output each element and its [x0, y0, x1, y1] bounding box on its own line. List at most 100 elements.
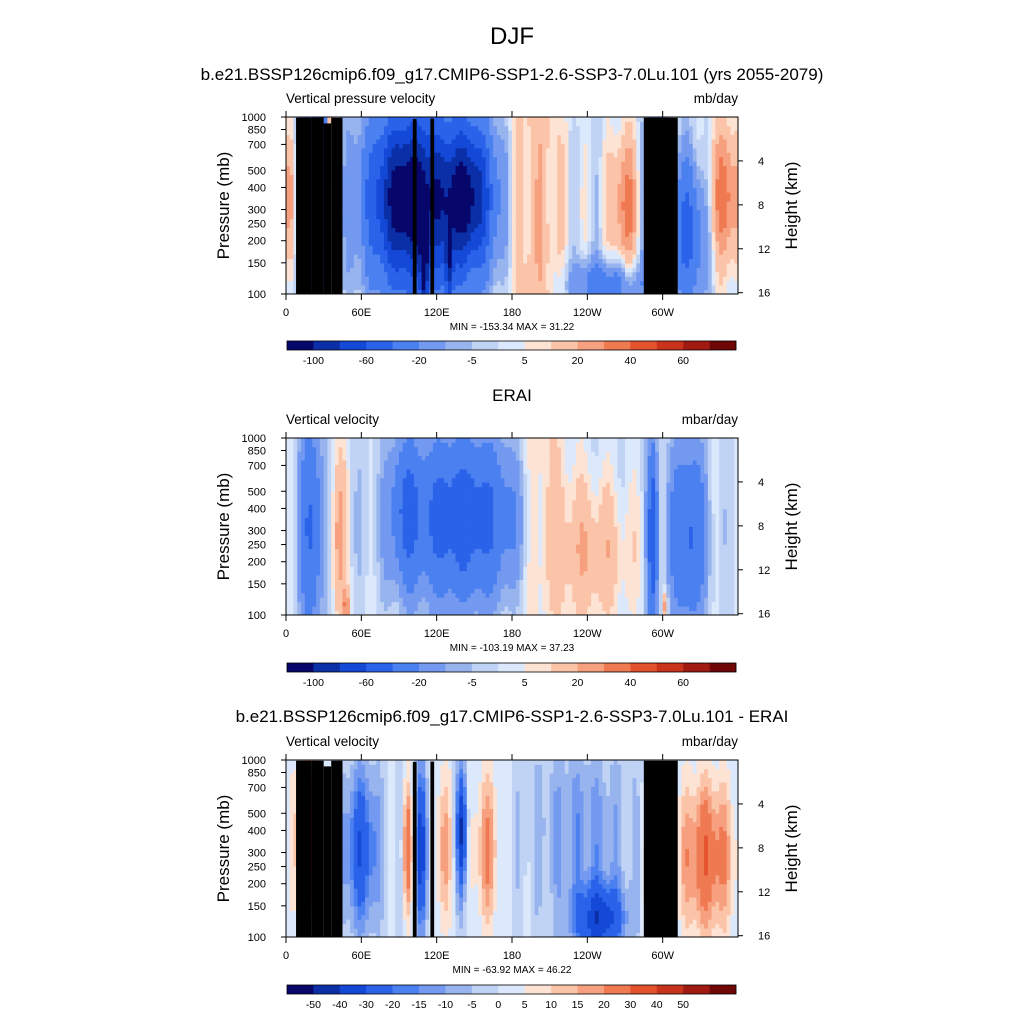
heatmap-cell — [368, 117, 374, 122]
heatmap-cell — [572, 147, 577, 153]
heatmap-cell — [730, 170, 735, 175]
heatmap-cell — [406, 227, 411, 233]
heatmap-cell — [681, 276, 686, 282]
heatmap-cell — [289, 486, 294, 492]
heatmap-cell — [689, 130, 694, 136]
heatmap-cell — [365, 227, 370, 233]
heatmap-cell — [579, 205, 584, 211]
heatmap-cell — [734, 117, 739, 122]
heatmap-cell — [380, 174, 385, 180]
heatmap-cell — [286, 156, 291, 162]
heatmap-cell — [289, 592, 294, 598]
heatmap-cell — [583, 196, 588, 202]
heatmap-cell — [527, 117, 532, 122]
heatmap-cell — [538, 125, 543, 131]
heatmap-cell — [376, 178, 381, 184]
heatmap-cell — [286, 183, 291, 189]
heatmap-cell — [387, 276, 392, 282]
heatmap-cell — [512, 117, 517, 122]
heatmap-cell — [474, 170, 479, 175]
heatmap-cell — [621, 263, 626, 268]
heatmap-cell — [677, 232, 682, 237]
heatmap-cell — [515, 165, 520, 171]
heatmap-cell — [719, 205, 724, 211]
heatmap-cell — [436, 143, 441, 149]
heatmap-cell — [485, 139, 490, 144]
heatmap-cell — [583, 271, 588, 277]
heatmap-cell — [512, 121, 517, 127]
heatmap-cell — [387, 156, 392, 162]
heatmap-cell — [368, 187, 374, 193]
heatmap-cell — [534, 232, 539, 237]
heatmap-cell — [530, 280, 535, 286]
colorbar-label: 60 — [677, 355, 689, 367]
heatmap-cell — [617, 218, 622, 224]
heatmap-cell — [289, 289, 294, 295]
heatmap-cell — [519, 245, 524, 251]
heatmap-cell — [512, 240, 517, 246]
heatmap-cell — [685, 121, 690, 127]
heatmap-cell — [289, 134, 294, 140]
heatmap-cell — [402, 227, 407, 233]
heatmap-cell — [591, 249, 596, 255]
heatmap-cell — [289, 232, 294, 237]
heatmap-cell — [470, 196, 475, 202]
heatmap-cell — [613, 205, 618, 211]
heatmap-cell — [625, 117, 630, 122]
heatmap-cell — [508, 232, 513, 237]
heatmap-cell — [572, 254, 577, 260]
heatmap-cell — [383, 263, 389, 268]
heatmap-cell — [640, 187, 645, 193]
heatmap-cell — [568, 143, 573, 149]
heatmap-cell — [700, 263, 705, 268]
heatmap-cell — [447, 161, 453, 167]
heatmap-cell — [704, 289, 709, 295]
heatmap-cell — [432, 130, 438, 136]
heatmap-cell — [625, 174, 630, 180]
heatmap-cell — [383, 139, 389, 144]
heatmap-cell — [357, 258, 362, 264]
heatmap-cell — [617, 192, 622, 198]
heatmap-cell — [681, 236, 686, 242]
heatmap-cell — [711, 143, 716, 149]
heatmap-cell — [293, 513, 298, 519]
heatmap-cell — [591, 201, 596, 206]
heatmap-cell — [451, 143, 456, 149]
heatmap-cell — [719, 240, 724, 246]
heatmap-cell — [357, 121, 362, 127]
heatmap-cell — [286, 192, 291, 198]
heatmap-cell — [421, 174, 426, 180]
heatmap-cell — [466, 178, 471, 184]
heatmap-cell — [621, 271, 626, 277]
heatmap-cell — [542, 258, 547, 264]
heatmap-cell — [289, 464, 294, 470]
heatmap-cell — [527, 218, 532, 224]
heatmap-cell — [293, 575, 298, 580]
heatmap-cell — [606, 165, 611, 171]
heatmap-cell — [711, 139, 716, 144]
heatmap-cell — [383, 249, 389, 255]
heatmap-cell — [711, 263, 716, 268]
heatmap-cell — [387, 218, 392, 224]
heatmap-cell — [444, 178, 449, 184]
heatmap-cell — [696, 263, 701, 268]
heatmap-cell — [542, 254, 547, 260]
heatmap-cell — [557, 236, 562, 242]
heatmap-cell — [704, 209, 709, 215]
heatmap-cell — [711, 214, 716, 220]
heatmap-cell — [700, 232, 705, 237]
heatmap-cell — [628, 236, 633, 242]
heatmap-cell — [395, 236, 400, 242]
heatmap-cell — [636, 271, 641, 277]
heatmap-cell — [598, 249, 603, 255]
heatmap-cell — [395, 276, 400, 282]
heatmap-cell — [591, 227, 596, 233]
heatmap-cell — [689, 183, 694, 189]
heatmap-cell — [376, 170, 381, 175]
heatmap-cell — [628, 285, 633, 290]
heatmap-cell — [463, 214, 468, 220]
heatmap-cell — [444, 121, 449, 127]
colorbar-swatch — [445, 341, 473, 350]
heatmap-cell — [579, 156, 584, 162]
heatmap-cell — [383, 130, 389, 136]
